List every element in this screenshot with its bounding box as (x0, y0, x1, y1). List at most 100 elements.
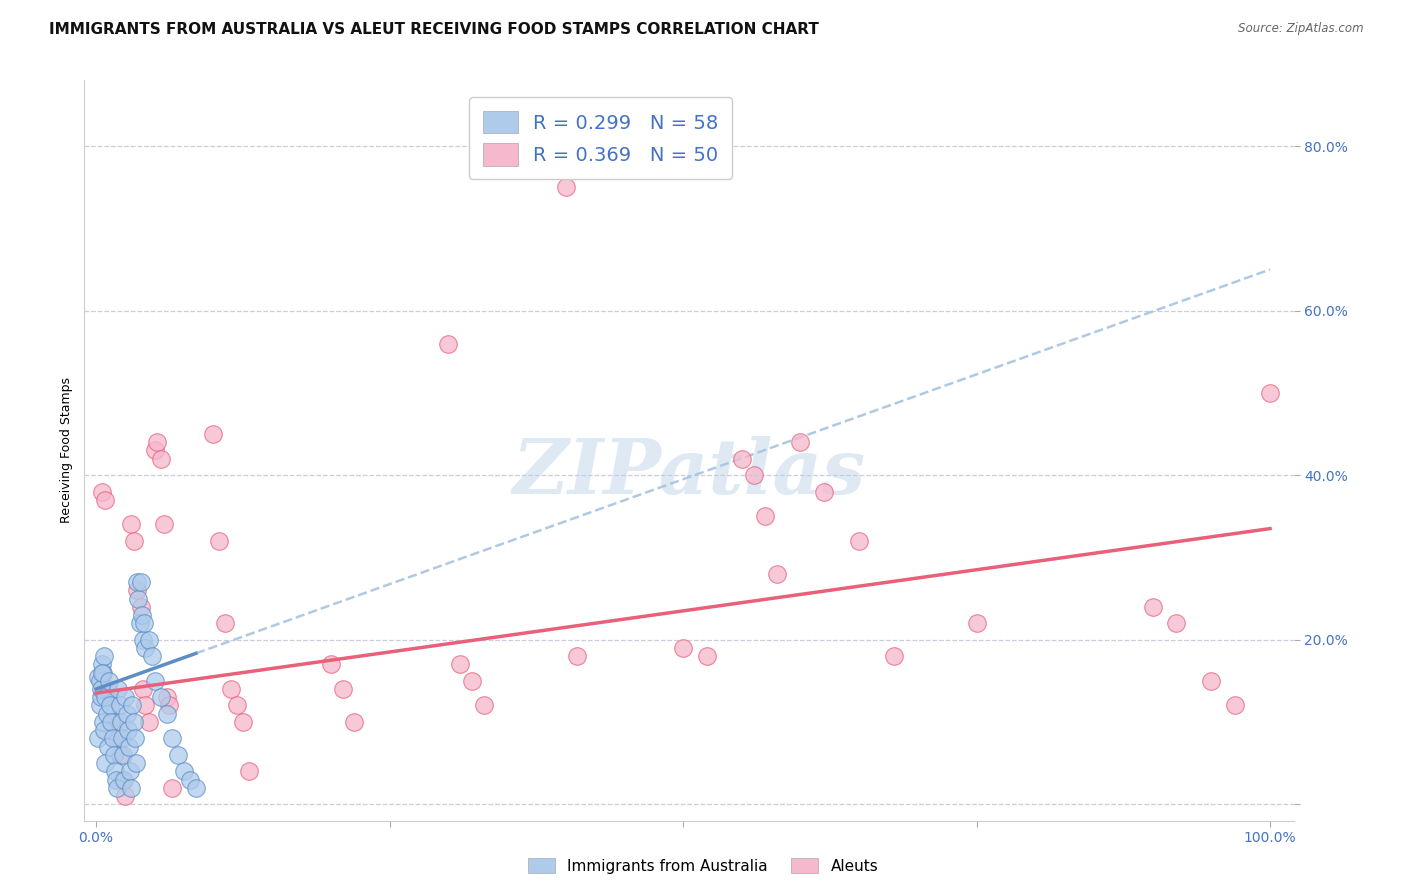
Point (103, 714, 125, 729)
Text: IMMIGRANTS FROM AUSTRALIA VS ALEUT RECEIVING FOOD STAMPS CORRELATION CHART: IMMIGRANTS FROM AUSTRALIA VS ALEUT RECEI… (49, 22, 820, 37)
Point (129, 599, 152, 614)
Point (105, 772, 128, 787)
Point (91, 484, 114, 499)
Point (319, 657, 342, 672)
Point (141, 649, 163, 664)
Point (120, 780, 142, 795)
Point (127, 583, 149, 598)
Point (114, 690, 136, 705)
Point (128, 616, 150, 631)
Point (94, 756, 117, 770)
Point (125, 756, 148, 770)
Point (114, 789, 136, 803)
Point (155, 706, 177, 721)
Text: ZIPatlas: ZIPatlas (512, 435, 866, 509)
Point (97, 681, 120, 696)
Point (90, 690, 112, 705)
Point (672, 640, 695, 655)
Point (966, 616, 988, 631)
Text: Source: ZipAtlas.com: Source: ZipAtlas.com (1239, 22, 1364, 36)
Point (1223, 698, 1246, 713)
Point (132, 681, 155, 696)
Point (117, 723, 139, 738)
Point (118, 739, 141, 754)
Point (134, 616, 156, 631)
Point (91, 665, 114, 680)
Point (97, 739, 120, 754)
Point (214, 616, 236, 631)
Point (105, 731, 128, 746)
Point (122, 714, 145, 729)
Point (103, 747, 125, 762)
Point (124, 731, 146, 746)
Point (789, 435, 811, 450)
Point (104, 764, 127, 779)
Legend: Immigrants from Australia, Aleuts: Immigrants from Australia, Aleuts (522, 852, 884, 880)
Point (134, 698, 156, 713)
Point (89, 698, 111, 713)
Point (146, 435, 169, 450)
Point (96, 706, 118, 721)
Point (112, 747, 135, 762)
Point (121, 698, 143, 713)
Point (115, 706, 138, 721)
Point (91, 714, 114, 729)
Point (332, 681, 354, 696)
Point (91, 657, 114, 672)
Point (696, 649, 718, 664)
Point (202, 427, 225, 442)
Point (143, 443, 166, 458)
Point (1201, 673, 1223, 688)
Point (98, 673, 121, 688)
Point (162, 780, 184, 795)
Point (138, 714, 160, 729)
Point (149, 690, 172, 705)
Point (149, 451, 172, 466)
Point (567, 649, 589, 664)
Point (87, 731, 110, 746)
Point (134, 640, 156, 655)
Y-axis label: Receiving Food Stamps: Receiving Food Stamps (60, 377, 73, 524)
Point (131, 607, 153, 622)
Point (173, 764, 195, 779)
Point (1142, 599, 1164, 614)
Point (449, 657, 471, 672)
Point (813, 484, 835, 499)
Point (754, 509, 776, 524)
Point (111, 731, 134, 746)
Point (105, 780, 128, 795)
Point (153, 517, 176, 532)
Point (112, 772, 135, 787)
Point (129, 575, 152, 590)
Point (232, 714, 254, 729)
Point (138, 632, 160, 647)
Point (108, 747, 131, 762)
Point (108, 698, 131, 713)
Point (110, 714, 132, 729)
Point (472, 698, 495, 713)
Point (184, 780, 207, 795)
Point (98, 698, 121, 713)
Point (1258, 385, 1281, 400)
Point (143, 673, 166, 688)
Point (742, 468, 765, 483)
Point (766, 566, 789, 581)
Point (162, 731, 184, 746)
Point (167, 747, 190, 762)
Point (87, 670, 110, 684)
Point (155, 690, 177, 705)
Point (127, 575, 149, 590)
Point (107, 681, 129, 696)
Point (127, 591, 149, 606)
Point (554, 180, 576, 194)
Point (101, 731, 124, 746)
Point (93, 723, 115, 738)
Point (848, 533, 870, 548)
Point (90, 681, 112, 696)
Point (208, 533, 231, 548)
Point (89, 673, 111, 688)
Point (94, 492, 117, 507)
Legend: R = 0.299   N = 58, R = 0.369   N = 50: R = 0.299 N = 58, R = 0.369 N = 50 (470, 97, 733, 179)
Point (111, 772, 134, 787)
Point (93, 649, 115, 664)
